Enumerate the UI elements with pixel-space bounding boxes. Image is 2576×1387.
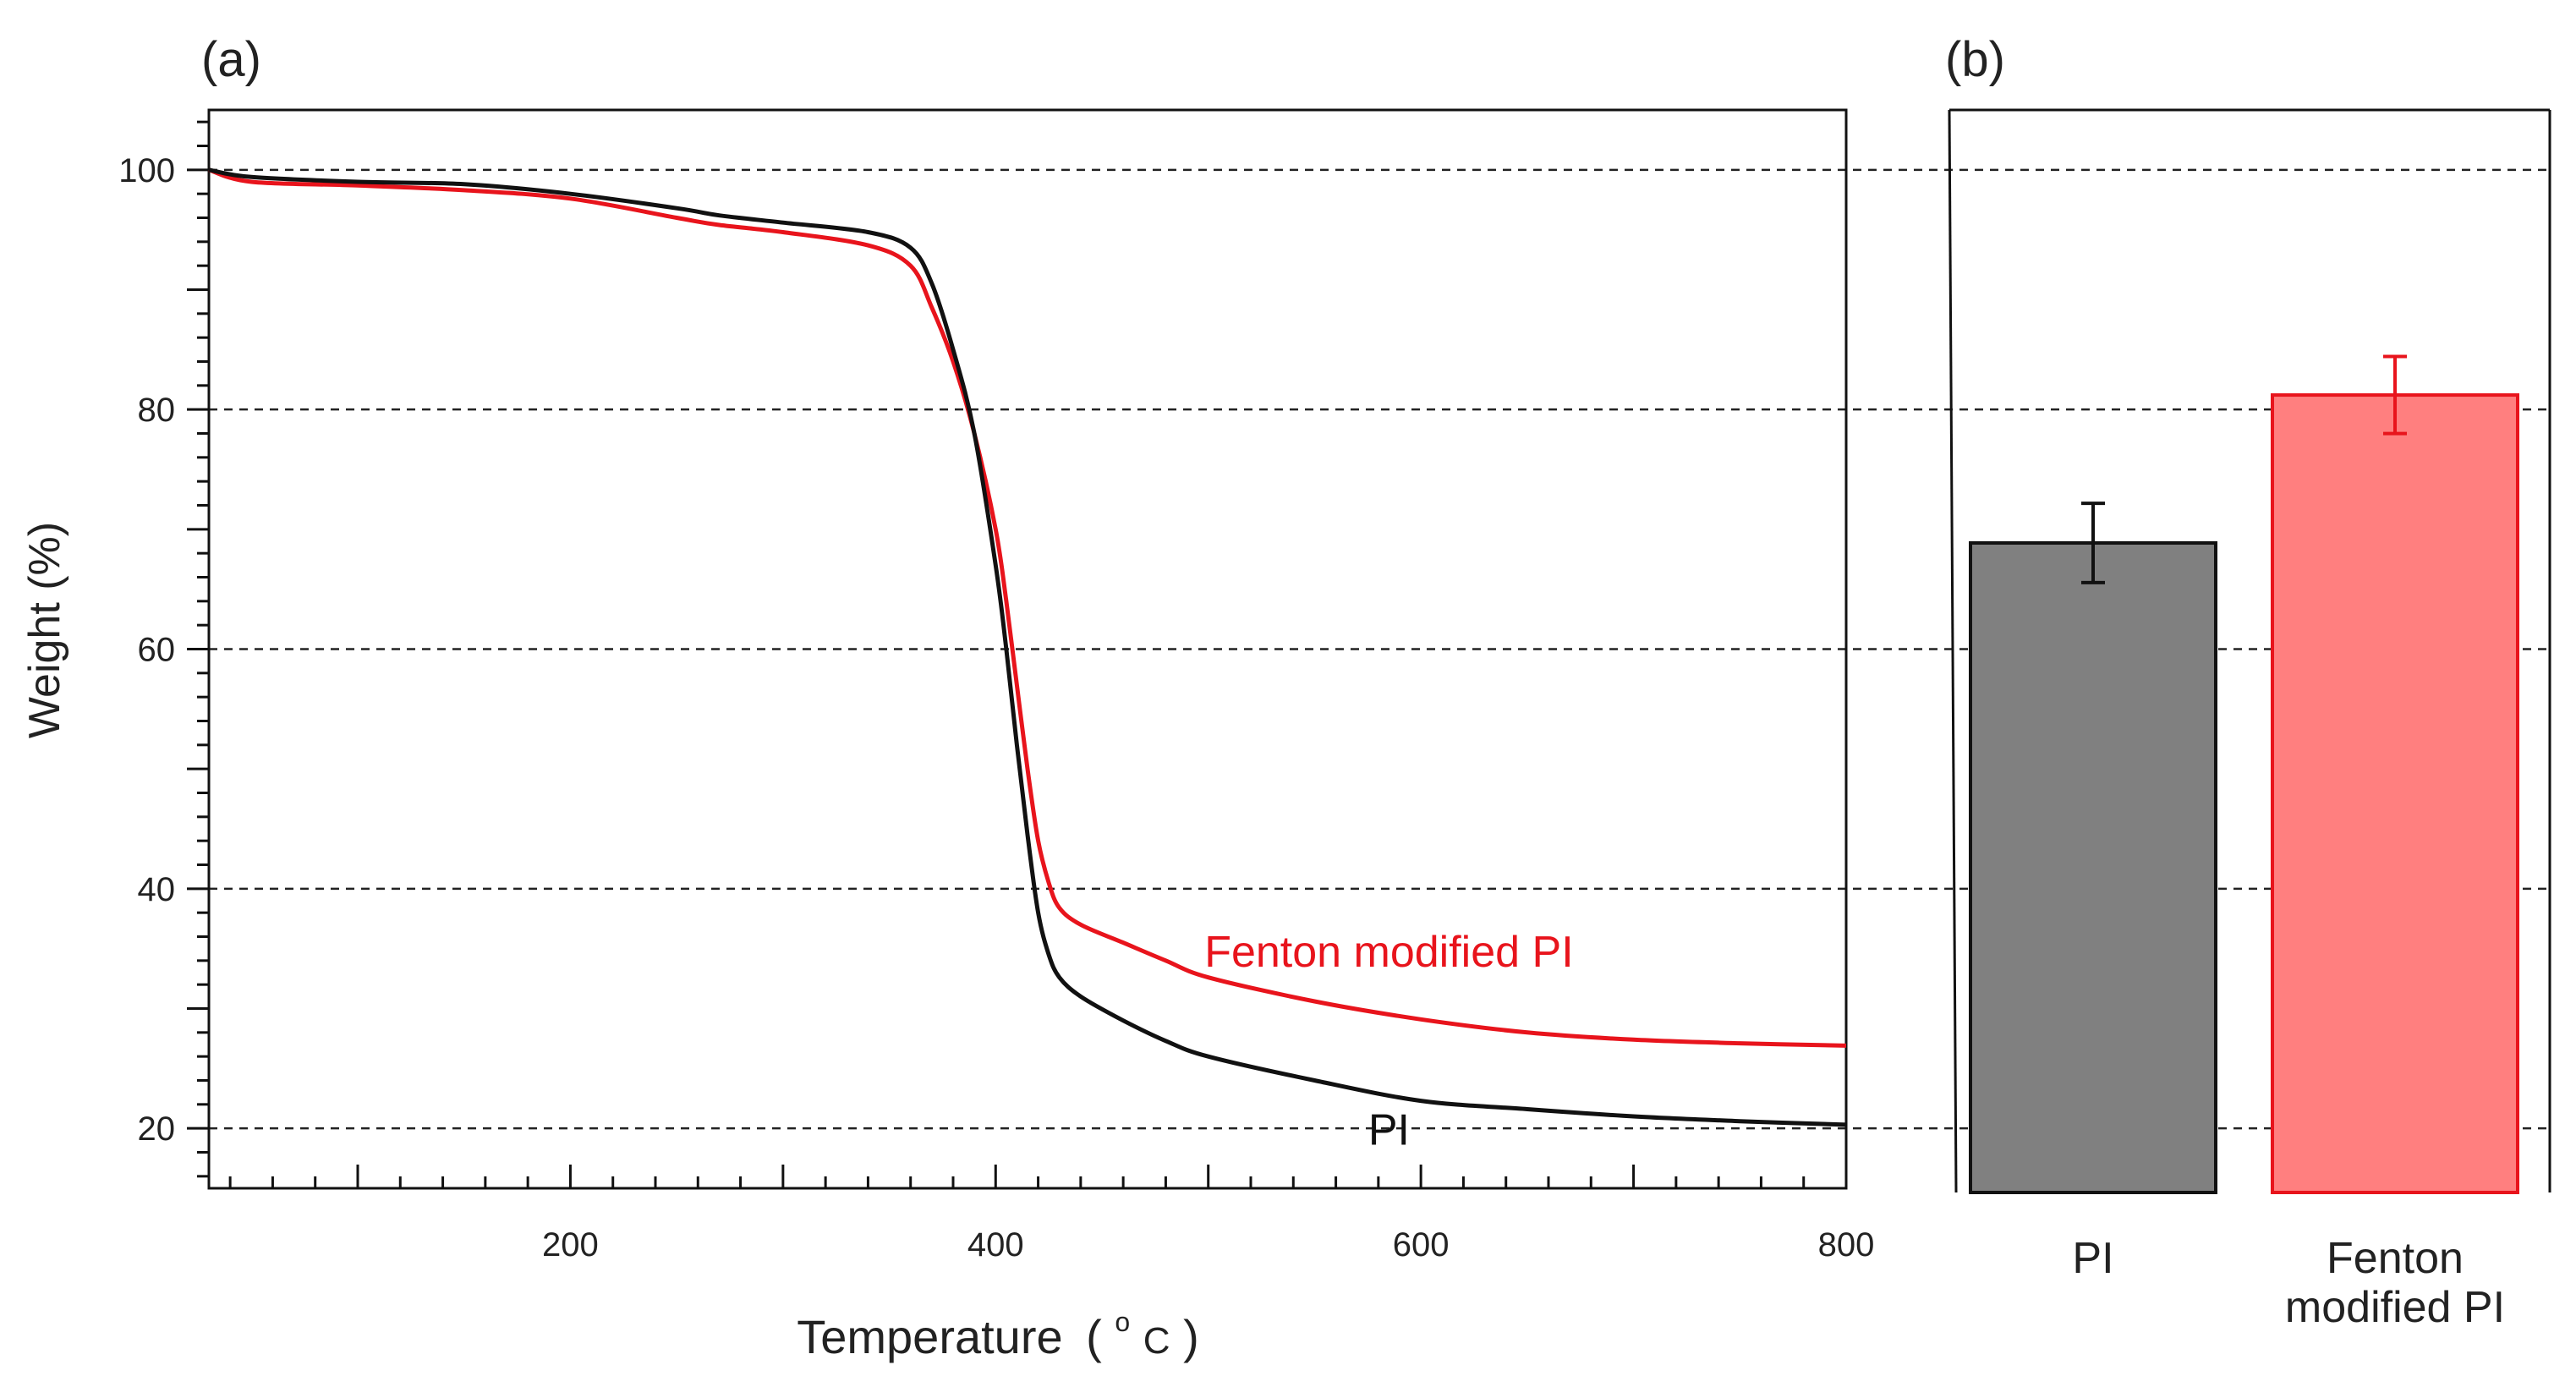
panel-b-label: (b) [1945,32,2005,87]
x-axis-label-degree: o [1115,1307,1130,1337]
category-label-0: PI [2072,1234,2113,1283]
panel-a-annotations: Fenton modified PI PI [1204,928,1573,1154]
frame-left [1948,109,1958,1193]
x-tick-label: 800 [1818,1226,1875,1264]
y-tick-label: 80 [138,392,176,429]
x-axis-label-text: Temperature [797,1310,1062,1363]
y-tick-label: 100 [118,152,175,189]
series-line-pi [208,167,1847,1127]
panel-a-y-axis-label: Weight (%) [20,522,69,738]
panel-b-bars [1969,354,2519,1195]
bar-0 [1969,541,2217,1194]
bar-1 [2271,393,2519,1195]
x-tick-label: 400 [967,1226,1024,1264]
annotation-pi: PI [1368,1105,1410,1154]
x-tick-label: 200 [542,1226,599,1264]
x-tick-label: 600 [1393,1226,1450,1264]
category-label-1: Fenton modified PI [2285,1234,2505,1332]
y-tick-label: 60 [138,632,176,669]
annotation-fenton-modified-pi: Fenton modified PI [1204,928,1573,977]
x-axis-label-paren-open: ( [1086,1310,1102,1363]
panel-a-x-axis-label: Temperature ( o C ) [797,1288,1199,1363]
panel-b-plot-frame [1948,108,2551,1193]
panel-a-x-axis: 200 400 600 800 [228,1165,1875,1264]
panel-a-series [208,167,1847,1127]
x-axis-label-paren-close: ) [1183,1310,1199,1363]
y-tick-label: 40 [138,871,176,908]
series-line-fenton-modified-pi [208,167,1847,1048]
panel-a-tga-chart: (a) 200 400 600 800 20 40 60 80 100 Fenton modi… [20,32,2550,1363]
panel-b-category-labels: PI Fenton modified PI [2072,1234,2505,1332]
y-tick-label: 20 [138,1110,176,1148]
x-axis-label-celsius: C [1143,1320,1170,1362]
panel-a-label: (a) [201,32,261,87]
panel-a-y-axis: 20 40 60 80 100 [118,120,209,1178]
panel-b-bar-chart: (b) PI Fenton modified PI [1945,32,2551,1332]
